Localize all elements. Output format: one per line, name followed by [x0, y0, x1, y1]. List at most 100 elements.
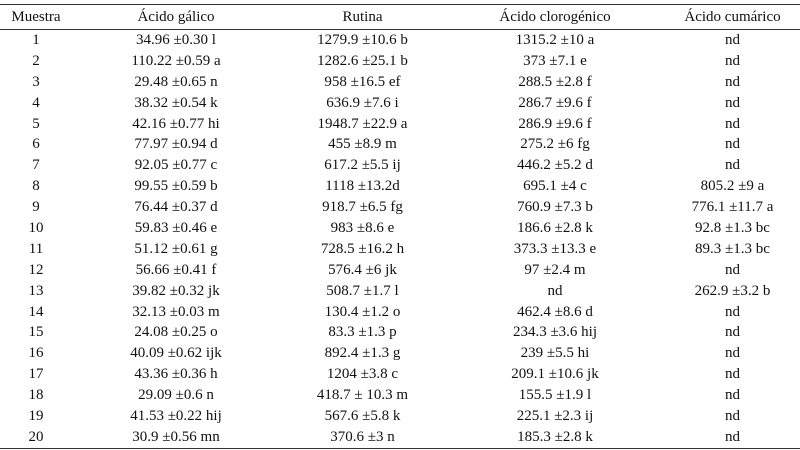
table-cell: 16	[28, 345, 44, 362]
table-cell: 15	[28, 324, 44, 341]
table-cell: 92.8 ±1.3 bc	[695, 219, 770, 236]
table-cell: 30.9 ±0.56 mn	[132, 428, 220, 445]
table-cell: 14	[28, 303, 44, 320]
table-cell: 728.5 ±16.2 h	[320, 240, 405, 257]
table-cell: 892.4 ±1.3 g	[324, 345, 401, 362]
table-cell: 918.7 ±6.5 fg	[322, 199, 403, 216]
table-cell: 20	[28, 428, 44, 445]
table-row: 1 34.96 ±0.30 l 1279.9 ±10.6 b 1315.2 ±10 a…	[0, 30, 800, 51]
table-cell: 1204 ±3.8 c	[326, 366, 399, 383]
table-cell: 288.5 ±2.8 f	[518, 73, 592, 90]
table-cell: nd	[725, 136, 740, 153]
table-cell: 41.53 ±0.22 hij	[130, 407, 222, 424]
table-row: 12 56.66 ±0.41 f 576.4 ±6 jk 97 ±2.4 m nd	[0, 260, 800, 281]
table-cell: 77.97 ±0.94 d	[134, 136, 218, 153]
table-cell: 508.7 ±1.7 l	[326, 282, 399, 299]
table-cell: 805.2 ±9 a	[700, 178, 765, 195]
table-cell: 446.2 ±5.2 d	[517, 157, 593, 174]
column-header: Muestra	[11, 8, 61, 25]
table-row: 15 24.08 ±0.25 o 83.3 ±1.3 p 234.3 ±3.6 hij…	[0, 322, 800, 343]
table-cell: 617.2 ±5.5 ij	[324, 157, 401, 174]
table-cell: nd	[725, 31, 740, 48]
table-cell: nd	[725, 366, 740, 383]
table-cell: 455 ±8.9 m	[328, 136, 397, 153]
table-cell: 11	[28, 240, 44, 257]
table-cell: 18	[28, 387, 44, 404]
table-cell: 83.3 ±1.3 p	[328, 324, 397, 341]
table-cell: 34.96 ±0.30 l	[136, 31, 216, 48]
table-cell: 130.4 ±1.2 o	[324, 303, 401, 320]
table-row: 2 110.22 ±0.59 a 1282.6 ±25.1 b 373 ±7.1 e n…	[0, 51, 800, 72]
table-row: 5 42.16 ±0.77 hi 1948.7 ±22.9 a 286.9 ±9.6 …	[0, 114, 800, 135]
table-cell: 97 ±2.4 m	[524, 261, 586, 278]
table-cell: 462.4 ±8.6 d	[517, 303, 593, 320]
table-cell: 6	[32, 136, 40, 153]
table-row: 7 92.05 ±0.77 c 617.2 ±5.5 ij 446.2 ±5.2 d n…	[0, 155, 800, 176]
table-cell: 576.4 ±6 jk	[328, 261, 397, 278]
table-row: 13 39.82 ±0.32 jk 508.7 ±1.7 l nd 262.9 ±3.2…	[0, 281, 800, 302]
table-row: 6 77.97 ±0.94 d 455 ±8.9 m 275.2 ±6 fg nd	[0, 134, 800, 155]
table-cell: 286.7 ±9.6 f	[518, 94, 592, 111]
table-cell: nd	[725, 157, 740, 174]
table-cell: 76.44 ±0.37 d	[134, 199, 218, 216]
table-cell: 2	[32, 52, 40, 69]
table-cell: nd	[725, 387, 740, 404]
table-cell: nd	[725, 94, 740, 111]
table-row: 3 29.48 ±0.65 n 958 ±16.5 ef 288.5 ±2.8 f nd	[0, 72, 800, 93]
table-cell: nd	[725, 428, 740, 445]
column-header: Rutina	[342, 8, 383, 25]
table-cell: 1948.7 ±22.9 a	[317, 115, 408, 132]
table-cell: 4	[32, 94, 40, 111]
table-cell: 51.12 ±0.61 g	[134, 240, 218, 257]
column-header: Ácido clorogénico	[499, 8, 611, 25]
table-cell: nd	[547, 282, 563, 299]
table-row: 10 59.83 ±0.46 e 983 ±8.6 e 186.6 ±2.8 k 92.…	[0, 218, 800, 239]
data-table: Muestra Ácido gálico Rutina Ácido clorogéni…	[0, 4, 800, 449]
table-row: 14 32.13 ±0.03 m 130.4 ±1.2 o 462.4 ±8.6 d n…	[0, 302, 800, 323]
table-cell: 13	[28, 282, 44, 299]
table-cell: 186.6 ±2.8 k	[517, 219, 593, 236]
table-cell: 234.3 ±3.6 hij	[512, 324, 598, 341]
table-cell: 370.6 ±3 n	[330, 428, 395, 445]
table-cell: 59.83 ±0.46 e	[134, 219, 218, 236]
table-cell: 110.22 ±0.59 a	[131, 52, 221, 69]
table-cell: 43.36 ±0.36 h	[134, 366, 218, 383]
table-cell: 9	[32, 199, 40, 216]
table-cell: 8	[32, 178, 40, 195]
table-cell: nd	[725, 52, 740, 69]
table-cell: 373.3 ±13.3 e	[513, 240, 597, 257]
table-cell: 3	[32, 73, 40, 90]
table-cell: 373 ±7.1 e	[523, 52, 587, 69]
table-cell: 17	[28, 366, 44, 383]
table-cell: 275.2 ±6 fg	[520, 136, 590, 153]
table-cell: 225.1 ±2.3 ij	[516, 407, 594, 424]
table-cell: nd	[725, 324, 740, 341]
table-cell: 286.9 ±9.6 f	[518, 115, 592, 132]
table-cell: 56.66 ±0.41 f	[135, 261, 217, 278]
table-cell: nd	[725, 303, 740, 320]
table-cell: 7	[32, 157, 40, 174]
table-cell: 29.48 ±0.65 n	[134, 73, 218, 90]
table-cell: nd	[725, 407, 740, 424]
table-row: 9 76.44 ±0.37 d 918.7 ±6.5 fg 760.9 ±7.3 b 7…	[0, 197, 800, 218]
table-cell: 10	[28, 219, 44, 236]
table-cell: 89.3 ±1.3 bc	[695, 240, 770, 257]
table-cell: nd	[725, 261, 740, 278]
column-header: Ácido gálico	[137, 8, 215, 25]
table-row: 20 30.9 ±0.56 mn 370.6 ±3 n 185.3 ±2.8 k nd	[0, 427, 800, 449]
table-cell: 262.9 ±3.2 b	[694, 282, 771, 299]
table-cell: 983 ±8.6 e	[330, 219, 395, 236]
header-row: Muestra Ácido gálico Rutina Ácido clorogéni…	[0, 4, 800, 30]
table-cell: nd	[725, 345, 740, 362]
table-body: 1 34.96 ±0.30 l 1279.9 ±10.6 b 1315.2 ±10 a…	[0, 30, 800, 449]
table-cell: 29.09 ±0.6 n	[138, 387, 214, 404]
table-row: 16 40.09 ±0.62 ijk 892.4 ±1.3 g 239 ±5.5 hi…	[0, 343, 800, 364]
table-header: Muestra Ácido gálico Rutina Ácido clorogéni…	[0, 4, 800, 30]
table-cell: 185.3 ±2.8 k	[517, 428, 593, 445]
table-row: 17 43.36 ±0.36 h 1204 ±3.8 c 209.1 ±10.6 jk…	[0, 364, 800, 385]
table-cell: 38.32 ±0.54 k	[134, 94, 218, 111]
table-cell: 209.1 ±10.6 jk	[511, 366, 599, 383]
table-cell: 636.9 ±7.6 i	[326, 94, 399, 111]
table-cell: 239 ±5.5 hi	[520, 345, 590, 362]
